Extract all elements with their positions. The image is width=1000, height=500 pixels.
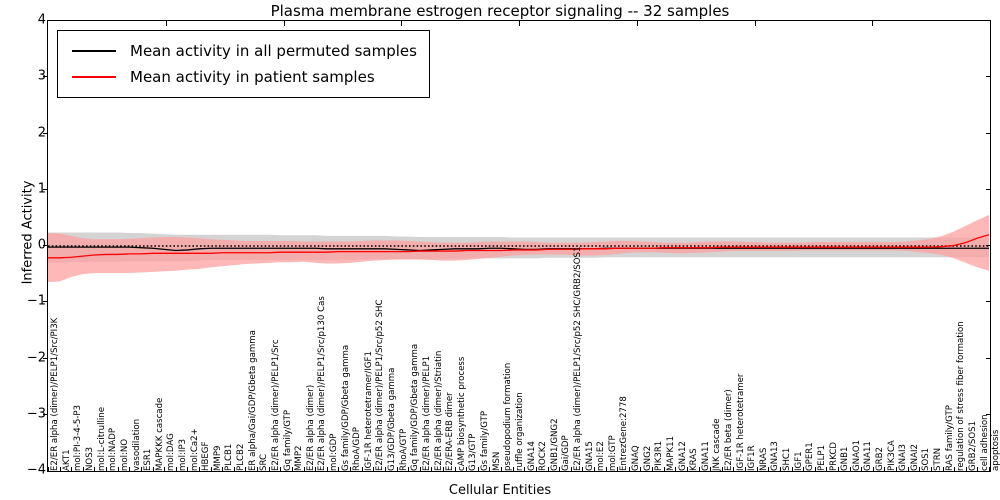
y-tick-mark [43, 132, 48, 134]
series-line-layer [48, 234, 990, 259]
y-tick-mark [986, 188, 991, 190]
y-tick-mark [986, 413, 991, 415]
y-tick-mark [43, 245, 48, 246]
legend-label-permuted: Mean activity in all permuted samples [130, 42, 417, 60]
legend-label-patient: Mean activity in patient samples [130, 68, 375, 86]
y-tick-label: 1 [37, 181, 46, 197]
legend-item: Mean activity in all permuted samples [66, 38, 417, 64]
y-tick-mark [43, 357, 48, 359]
plot-area [47, 20, 991, 472]
y-tick-label: 0 [37, 237, 46, 253]
y-tick-label: −2 [26, 350, 46, 365]
y-tick-mark [43, 188, 48, 190]
y-tick-mark [986, 132, 991, 134]
y-tick-mark [43, 301, 48, 303]
y-tick-mark [986, 357, 991, 359]
plot-svg [48, 215, 990, 282]
series-line [48, 246, 989, 252]
y-tick-mark [986, 76, 991, 78]
legend: Mean activity in all permuted samples Me… [57, 30, 430, 98]
y-tick-label: −3 [26, 406, 46, 422]
y-tick-label: 2 [37, 125, 46, 140]
y-tick-mark [43, 413, 48, 415]
series-line [48, 234, 990, 259]
legend-swatch-permuted [72, 50, 116, 52]
y-tick-mark [43, 76, 48, 78]
y-tick-mark [986, 301, 991, 303]
y-tick-label: 4 [37, 12, 46, 28]
y-tick-label: −4 [26, 462, 46, 478]
legend-swatch-patient [72, 76, 116, 78]
legend-item: Mean activity in patient samples [66, 64, 417, 90]
y-axis-title: Inferred Activity [20, 180, 36, 285]
page-title: Plasma membrane estrogen receptor signal… [270, 2, 730, 20]
y-tick-label: −1 [26, 293, 46, 309]
y-tick-mark [986, 245, 991, 246]
y-tick-label: 3 [37, 68, 46, 84]
x-axis-title: Cellular Entities [448, 483, 552, 498]
x-tick-label: apoptosis [991, 429, 1000, 471]
